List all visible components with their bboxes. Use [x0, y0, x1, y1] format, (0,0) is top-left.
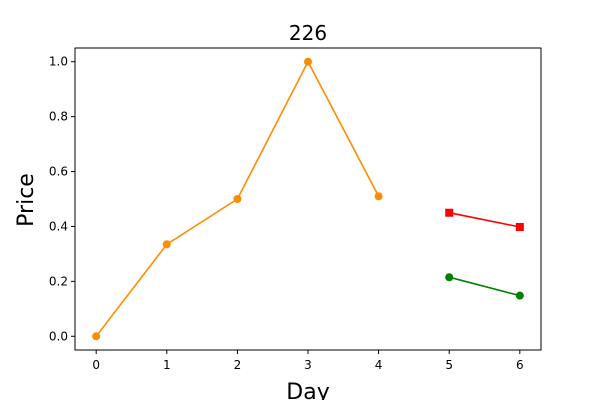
series-line-2: [448, 276, 521, 297]
x-tick-label: 0: [92, 358, 100, 372]
series-1-point: [515, 223, 524, 232]
chart-title: 226: [289, 21, 327, 45]
series-1-point: [445, 208, 454, 217]
series-2-point: [515, 291, 524, 300]
x-tick-label: 6: [516, 358, 524, 372]
series-2-point: [445, 273, 454, 282]
x-tick-label: 1: [163, 358, 171, 372]
y-tick-label: 0.2: [49, 274, 68, 288]
series-line-1: [449, 211, 520, 228]
series-0-point: [304, 57, 312, 66]
x-axis-label: Day: [286, 380, 329, 400]
x-tick-label: 4: [375, 358, 383, 372]
series-0-point: [92, 332, 101, 341]
x-tick-label: 3: [304, 358, 312, 372]
y-tick-label: 0.4: [49, 219, 68, 233]
axis-ticks: 0 1 2 3 4 5 6 0.0 0.2 0.4 0.6 0.8 1.0: [49, 55, 524, 372]
y-tick-label: 0.0: [49, 329, 68, 343]
series-0-point: [162, 240, 171, 249]
series-0-point: [233, 195, 242, 203]
series-0-point: [374, 192, 383, 201]
y-axis-label: Price: [14, 173, 39, 227]
series-layer: [92, 57, 524, 341]
x-tick-label: 5: [445, 358, 453, 372]
y-tick-label: 1.0: [49, 55, 68, 69]
plot-frame: [74, 47, 542, 351]
x-tick-label: 2: [234, 358, 242, 372]
y-tick-label: 0.8: [49, 110, 68, 124]
y-tick-label: 0.6: [49, 165, 68, 179]
